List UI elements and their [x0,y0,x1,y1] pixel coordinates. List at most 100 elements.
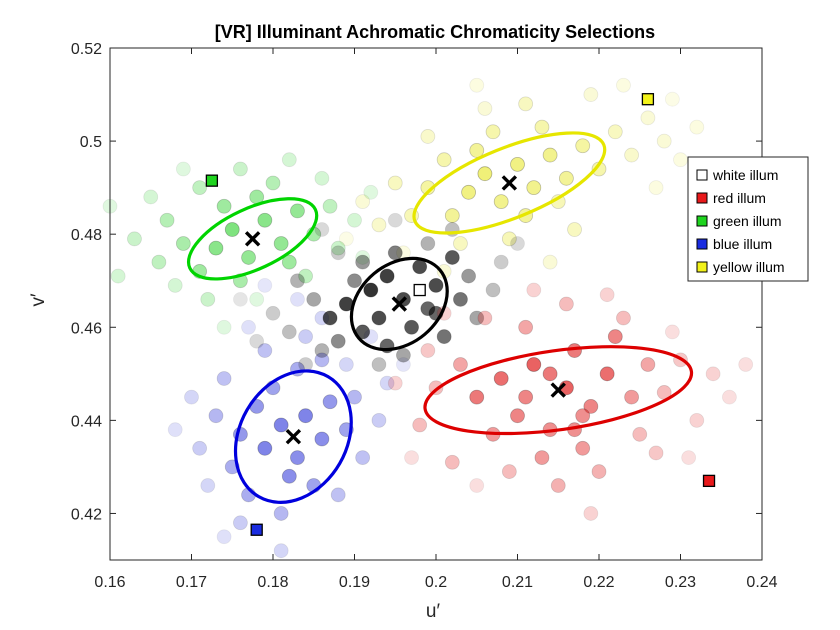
yellow-data-point [567,222,582,237]
yellow-illuminant-marker [641,93,655,106]
green-data-point [175,161,191,177]
red-data-point [518,319,534,335]
red-data-point [632,426,648,442]
white-data-point [412,259,428,275]
white-data-point [347,273,362,289]
green-data-point [363,184,379,200]
legend-label-red: red illum [713,190,766,206]
blue-data-point [200,478,216,493]
legend-label-yellow: yellow illum [713,259,785,275]
yellow-data-point [485,124,501,140]
red-data-point [404,450,419,466]
legend-swatch-yellow [696,261,708,273]
yellow-data-point [542,147,558,163]
red-data-point [559,296,574,312]
red-data-point [387,375,403,391]
white-data-point [232,291,248,307]
blue-data-point [298,329,314,344]
blue-data-point [216,529,232,545]
red-data-point [681,450,697,466]
red-data-point [493,371,509,386]
red-data-point [469,389,485,405]
red-data-point [477,310,493,326]
white-data-point [355,254,371,270]
mean-markers-layer [244,175,566,445]
red-data-point [567,343,582,358]
green-data-point [224,222,240,237]
red-data-point [575,440,591,456]
green-data-point [216,319,232,335]
axes-background [110,48,762,560]
blue-data-point [298,408,314,424]
red-data-point [526,357,542,372]
green-data-point [143,189,159,205]
y-tick-label: 0.52 [71,41,102,58]
blue-data-point [273,543,289,559]
plot-area: 0.16 0.17 0.18 0.19 0.2 0.21 0.22 0.23 0.24 0.42 0… [71,41,778,591]
white-data-point [314,343,330,358]
green-data-point [314,170,330,186]
legend-label-green: green illum [713,213,781,229]
legend-swatch-green [696,215,708,227]
legend: white illum red illum green illum blue illu… [687,156,809,282]
red-data-point [607,329,623,344]
red-data-point [510,408,525,424]
red-data-point [453,357,468,372]
red-data-point [705,366,721,382]
blue-data-point [257,440,273,456]
legend-label-white: white illum [712,167,778,183]
white-data-point [485,282,501,298]
yellow-data-point [338,231,354,247]
x-tick-label: 0.18 [257,574,288,591]
red-data-point [501,464,517,479]
red-data-point [640,357,656,372]
green-data-point [265,175,281,191]
ellipse-layer [186,131,694,504]
blue-data-point [273,417,289,433]
white-data-point [371,357,387,372]
yellow-data-point [371,217,387,233]
blue-data-point [322,394,338,410]
green-ellipse [186,197,319,281]
yellow-data-point [420,129,436,144]
blue-data-point [281,468,297,484]
yellow-data-point [453,236,468,251]
tick-marks-layer: 0.16 0.17 0.18 0.19 0.2 0.21 0.22 0.23 0.24 0.42 0… [71,41,778,591]
x-tick-label: 0.2 [425,574,447,591]
x-tick-label: 0.16 [94,574,125,591]
red-mean-marker [550,382,566,398]
yellow-data-point [664,91,680,107]
red-data-point [689,412,705,428]
blue-data-point [290,450,305,466]
red-data-point [534,450,550,466]
blue-data-point [338,357,354,372]
green-data-point [322,198,338,214]
green-data-point [200,291,216,307]
blue-data-point [257,277,273,293]
blue-data-point [208,408,224,424]
red-data-point [722,389,737,405]
yellow-data-point [510,156,525,172]
yellow-data-point [607,124,623,140]
blue-data-point [216,371,232,386]
y-tick-label: 0.46 [71,320,102,337]
yellow-data-point [616,77,631,93]
green-data-point [232,161,248,177]
white-data-point [306,291,322,307]
green-data-point [216,198,232,214]
chart-title: [VR] Illuminant Achromatic Chromaticity … [215,22,655,42]
white-data-point [249,333,265,349]
y-tick-label: 0.44 [71,413,102,430]
white-data-point [469,310,485,326]
green-data-point [290,203,305,219]
white-data-point [436,329,452,344]
y-axis-label: v′ [28,293,49,307]
legend-label-blue: blue illum [713,236,772,252]
white-data-point [420,236,436,251]
yellow-data-point [559,170,574,186]
yellow-data-point [469,142,485,158]
green-data-point [273,236,289,251]
yellow-data-point [469,77,485,93]
red-data-point [591,464,607,479]
green-data-point [110,268,126,284]
